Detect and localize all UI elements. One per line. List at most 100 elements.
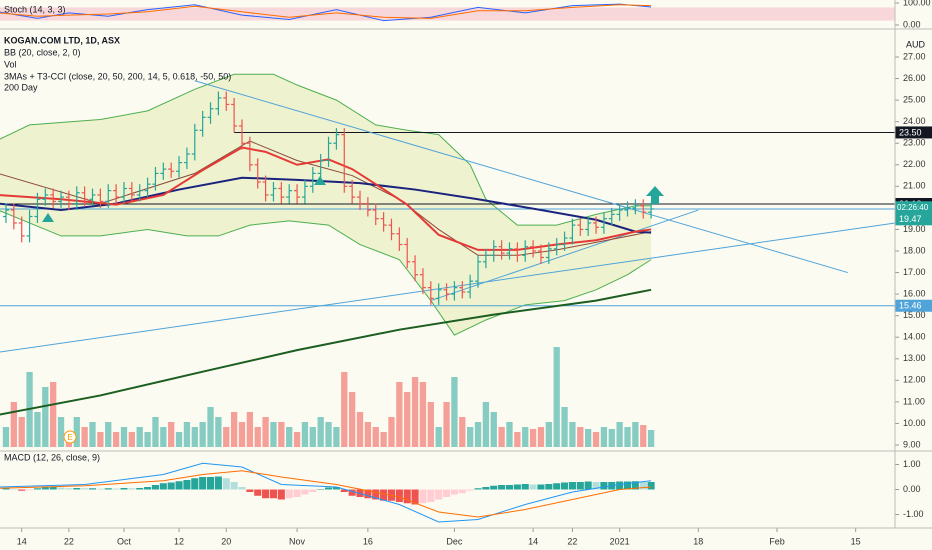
macd-histogram-bar (81, 488, 89, 490)
volume-bar (57, 417, 65, 447)
macd-histogram-bar (151, 485, 159, 490)
level-tag (895, 126, 932, 139)
macd-histogram-bar (435, 489, 443, 500)
y-tick-label: 15.00 (903, 310, 926, 320)
macd-histogram-bar (324, 487, 333, 490)
volume-bar (467, 427, 474, 447)
volume-bar (105, 422, 112, 447)
macd-histogram-bar (104, 488, 112, 490)
x-tick-label: 22 (64, 536, 74, 546)
volume-bar (81, 427, 88, 447)
y-tick-label: 100.00 (903, 0, 931, 7)
chart-title: KOGAN.COM LTD, 1D, ASX (4, 35, 120, 45)
volume-bar (160, 427, 167, 447)
volume-bar (301, 422, 309, 447)
stoch-line (0, 4, 652, 19)
macd-histogram-bar (301, 489, 309, 495)
volume-bar (238, 422, 246, 447)
volume-bar (309, 427, 316, 447)
x-tick-label: 18 (693, 536, 703, 546)
volume-bar (545, 422, 552, 447)
volume-bar (112, 432, 120, 447)
macd-histogram-bar (584, 481, 592, 490)
y-tick-label: 0.00 (903, 19, 921, 29)
y-tick-label: 14.00 (903, 332, 926, 342)
volume-bar (136, 427, 143, 447)
macd-histogram-bar (73, 488, 81, 490)
volume-bar (364, 422, 372, 447)
macd-histogram-bar (576, 482, 584, 490)
volume-bar (34, 412, 41, 447)
volume-bar (199, 422, 206, 447)
volume-bar (419, 382, 427, 447)
volume-bar (293, 432, 301, 447)
macd-histogram-bar (230, 482, 238, 490)
macd-histogram-bar (340, 489, 348, 492)
macd-line (0, 470, 652, 518)
macd-histogram-bar (191, 478, 199, 490)
macd-histogram-bar (474, 488, 482, 490)
macd-histogram-bar (592, 482, 600, 490)
y-tick-label: 17.00 (903, 267, 926, 277)
volume-bar (490, 412, 497, 447)
volume-bar (50, 382, 57, 447)
volume-bar (183, 422, 191, 447)
macd-histogram-bar (458, 489, 466, 494)
trendline (194, 80, 848, 274)
macd-histogram-bar (183, 480, 191, 490)
macd-histogram-bar (616, 481, 624, 490)
macd-histogram-bar (2, 488, 10, 490)
x-tick-label: 20 (221, 536, 231, 546)
macd-histogram-bar (262, 489, 270, 499)
y-tick-label: 1.00 (903, 459, 921, 469)
volume-bar (577, 427, 584, 447)
macd-histogram-bar (411, 489, 419, 505)
macd-histogram-bar (395, 489, 403, 502)
x-tick-label: Feb (769, 536, 785, 546)
volume-bar (647, 430, 655, 447)
study-label: 3MAs + T3-CCI (close, 20, 50, 200, 14, 5… (4, 71, 231, 81)
y-tick-label: -1.00 (903, 509, 924, 519)
x-tick-label: 16 (363, 536, 373, 546)
macd-histogram-bar (443, 489, 451, 497)
x-tick-label: 12 (174, 536, 184, 546)
y-tick-label: 11.00 (903, 396, 925, 406)
macd-histogram-bar (364, 489, 372, 499)
volume-bar (388, 417, 395, 447)
volume-bar (223, 427, 230, 447)
y-tick-label: 23.00 (903, 138, 926, 148)
volume-bar (640, 425, 647, 447)
volume-bar (482, 402, 490, 447)
macd-histogram-bar (348, 489, 356, 496)
volume-bar (333, 427, 340, 447)
macd-histogram-bar (88, 488, 97, 490)
volume-bar (411, 377, 419, 447)
macd-histogram-bar (269, 489, 278, 499)
macd-histogram-bar (513, 484, 521, 490)
volume-bar (624, 427, 631, 447)
volume-bar (246, 412, 254, 447)
macd-histogram-bar (403, 489, 411, 504)
volume-bar (474, 422, 482, 447)
x-tick-label: Nov (289, 536, 306, 546)
study-label: BB (20, close, 2, 0) (4, 47, 81, 57)
volume-bar (89, 422, 96, 447)
volume-bar (120, 427, 128, 447)
macd-histogram-bar (309, 489, 317, 492)
macd-histogram-bar (482, 487, 490, 490)
volume-bar (616, 422, 623, 447)
volume-bar (561, 407, 568, 447)
last-tag (895, 213, 932, 226)
macd-histogram-bar (18, 489, 26, 491)
volume-bar (600, 427, 608, 447)
volume-bar (128, 432, 135, 447)
macd-histogram-bar (199, 477, 207, 490)
volume-bar (97, 432, 104, 447)
y-tick-label: 9.00 (903, 439, 921, 449)
band-lower (0, 210, 652, 336)
icons: E (42, 176, 664, 444)
stoch-panel (0, 3, 895, 22)
volume-bar (168, 422, 175, 447)
